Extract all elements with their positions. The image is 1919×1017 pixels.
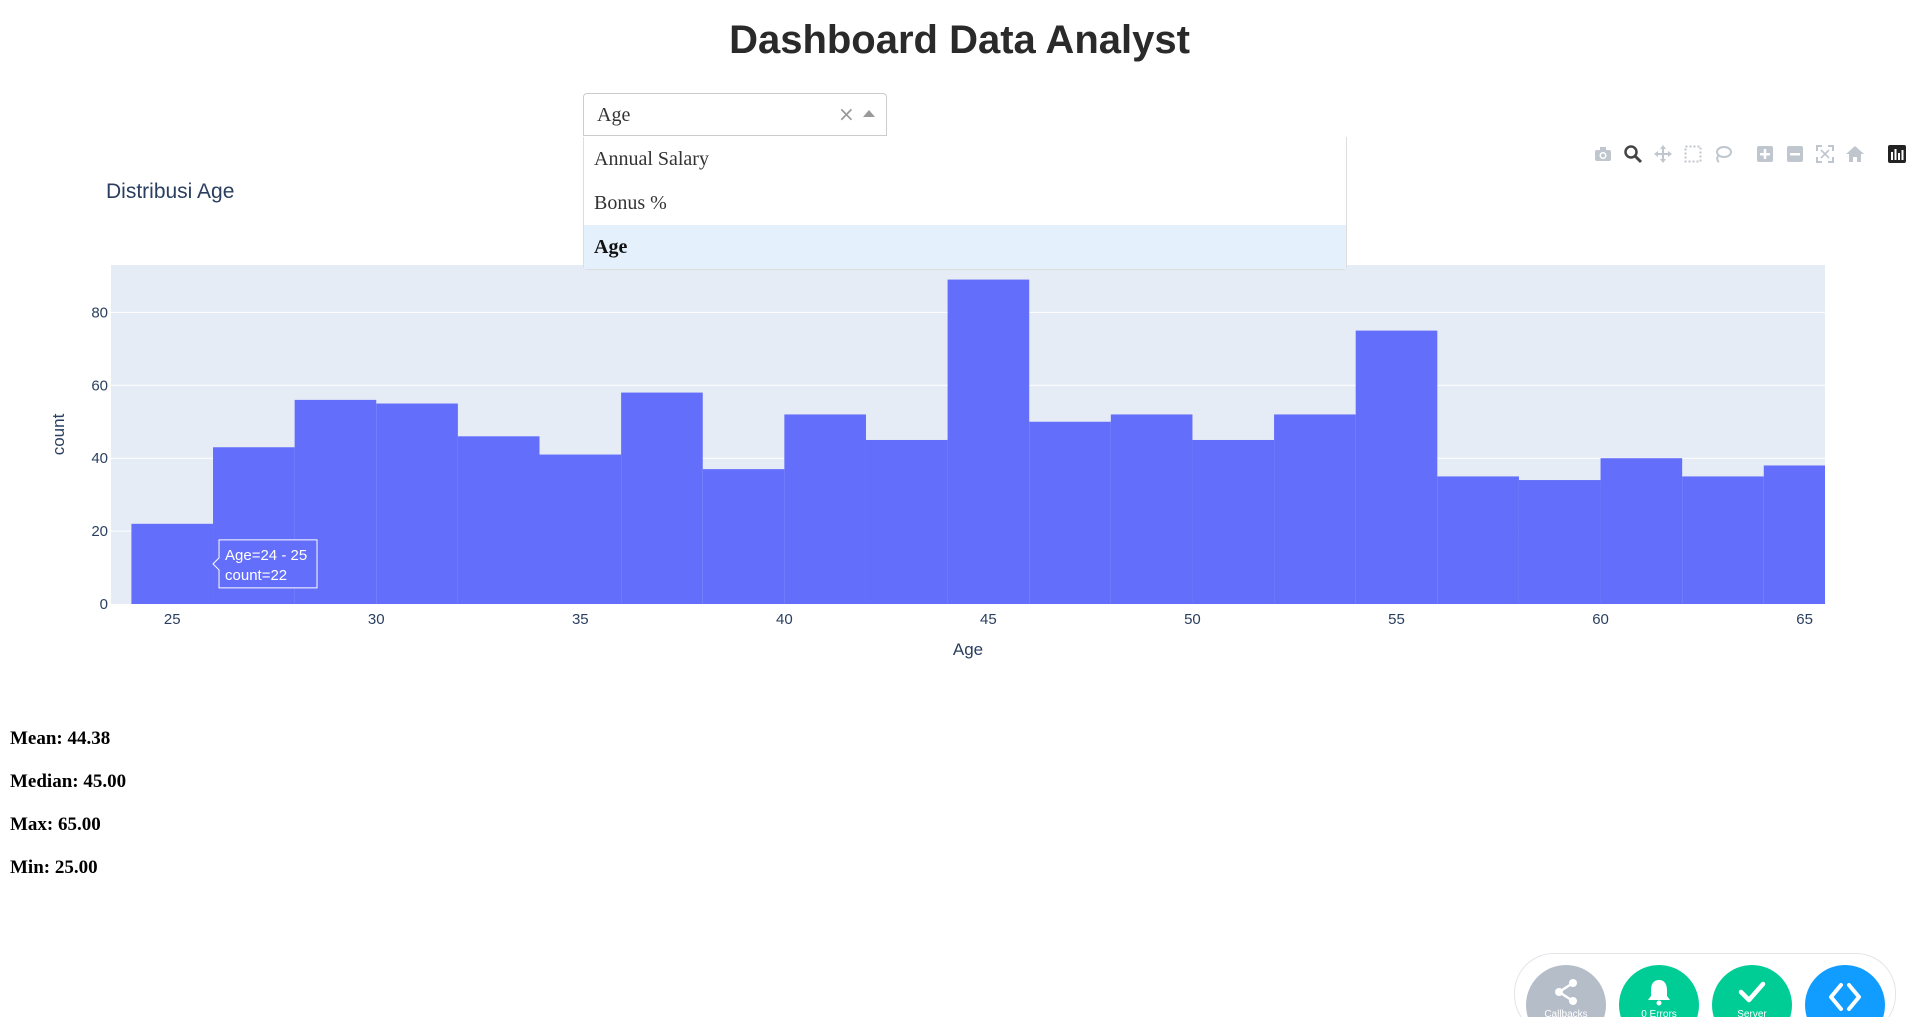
x-tick-label: 35 — [572, 611, 589, 628]
y-tick-label: 80 — [91, 304, 108, 321]
x-tick-label: 45 — [980, 611, 997, 628]
callbacks-button[interactable]: Callbacks — [1526, 965, 1606, 1017]
zoom-out-icon[interactable] — [1780, 142, 1810, 166]
dropdown-menu: Annual Salary Bonus % Age — [583, 137, 1347, 270]
histogram-bar[interactable] — [376, 403, 458, 604]
histogram-bar[interactable] — [457, 436, 540, 604]
x-tick-label: 25 — [164, 611, 181, 628]
y-tick-label: 20 — [91, 523, 108, 540]
x-axis-title: Age — [953, 640, 983, 659]
autoscale-icon[interactable] — [1810, 142, 1840, 166]
server-button[interactable]: Server — [1712, 965, 1792, 1017]
zoom-icon[interactable] — [1618, 142, 1648, 166]
stat-median: Median: 45.00 — [10, 771, 127, 792]
stat-mean: Mean: 44.38 — [10, 728, 111, 749]
histogram-bar[interactable] — [784, 414, 866, 604]
share-icon — [1555, 979, 1577, 1005]
histogram-chart[interactable]: 0 20 40 60 80 25 30 35 40 45 50 55 60 65 Age count Age=2… — [0, 0, 1919, 680]
histogram-bar[interactable] — [1600, 458, 1683, 604]
hover-tooltip-box — [212, 539, 318, 589]
zoom-in-icon[interactable] — [1750, 142, 1780, 166]
chart-title: Distribusi Age — [106, 180, 235, 203]
errors-label: 0 Errors — [1641, 1009, 1677, 1017]
box-select-icon[interactable] — [1678, 142, 1708, 166]
variable-dropdown[interactable]: Age × — [583, 93, 887, 136]
chevron-up-icon[interactable] — [863, 110, 875, 117]
server-label: Server — [1737, 1009, 1767, 1017]
hover-tooltip-line2: count=22 — [225, 567, 287, 584]
stat-min: Min: 25.00 — [10, 857, 98, 878]
histogram-bar[interactable] — [702, 469, 785, 604]
histogram-bar[interactable] — [1682, 476, 1764, 604]
callbacks-label: Callbacks — [1544, 1009, 1588, 1017]
page-title: Dashboard Data Analyst — [729, 18, 1190, 62]
x-tick-label: 65 — [1796, 611, 1813, 628]
bell-icon — [1648, 980, 1670, 1006]
histogram-bar[interactable] — [131, 523, 214, 604]
histogram-bar[interactable] — [1110, 414, 1193, 604]
plotly-logo-icon[interactable] — [1882, 142, 1912, 166]
histogram-bar[interactable] — [1437, 476, 1519, 604]
histogram-bar[interactable] — [1274, 414, 1356, 604]
histogram-bar[interactable] — [621, 392, 703, 604]
pan-icon[interactable] — [1648, 142, 1678, 166]
dash-devtools-bar: Callbacks 0 Errors Server — [1514, 953, 1896, 1017]
camera-icon[interactable] — [1588, 142, 1618, 166]
histogram-bar[interactable] — [1355, 330, 1438, 604]
y-tick-label: 40 — [91, 450, 108, 467]
dropdown-option-bonus[interactable]: Bonus % — [594, 192, 667, 214]
y-tick-label: 0 — [100, 596, 108, 613]
hover-tooltip-line1: Age=24 - 25 — [225, 547, 307, 564]
toggle-devtools-button[interactable] — [1805, 965, 1885, 1017]
histogram-bar[interactable] — [1518, 480, 1601, 604]
reset-axes-icon[interactable] — [1840, 142, 1870, 166]
histogram-bar[interactable] — [1029, 421, 1111, 604]
errors-button[interactable]: 0 Errors — [1619, 965, 1699, 1017]
histogram-bar[interactable] — [1763, 465, 1825, 604]
check-icon — [1738, 981, 1766, 1003]
stat-max: Max: 65.00 — [10, 814, 101, 835]
histogram-bar[interactable] — [865, 439, 948, 604]
stats-panel: Mean: 44.38 Median: 45.00 Max: 65.00 Min… — [10, 728, 126, 900]
y-tick-label: 60 — [91, 377, 108, 394]
y-axis-title: count — [49, 413, 68, 455]
histogram-bar[interactable] — [539, 454, 622, 604]
dropdown-selected-value: Age — [597, 104, 631, 126]
code-icon — [1829, 983, 1861, 1011]
lasso-icon[interactable] — [1708, 142, 1738, 166]
x-tick-label: 50 — [1184, 611, 1201, 628]
x-tick-label: 60 — [1592, 611, 1609, 628]
x-tick-label: 30 — [368, 611, 385, 628]
histogram-bar[interactable] — [947, 279, 1030, 604]
chart-modebar — [1588, 142, 1912, 166]
x-tick-label: 55 — [1388, 611, 1405, 628]
x-tick-label: 40 — [776, 611, 793, 628]
dropdown-option-annual-salary[interactable]: Annual Salary — [594, 148, 709, 170]
histogram-bar[interactable] — [1192, 439, 1275, 604]
dropdown-option-age[interactable]: Age — [584, 225, 1346, 269]
clear-icon[interactable]: × — [838, 102, 855, 126]
